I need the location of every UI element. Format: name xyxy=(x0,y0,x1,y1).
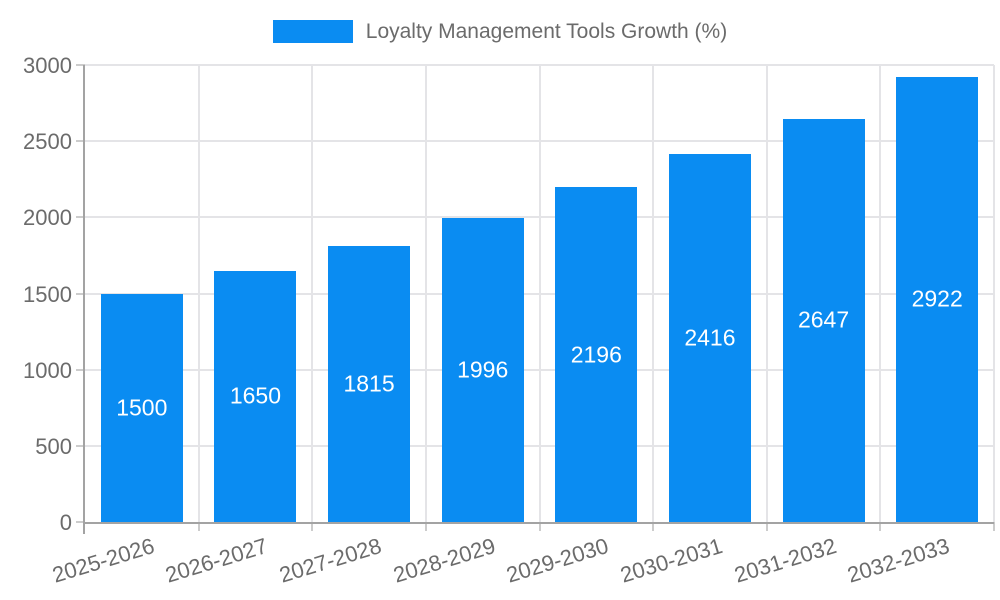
y-tick xyxy=(76,216,85,219)
y-tick xyxy=(76,368,85,371)
x-tick xyxy=(879,522,882,531)
bar[interactable]: 2196 xyxy=(555,187,638,522)
x-gridline xyxy=(993,65,995,522)
x-tick xyxy=(765,522,768,531)
y-tick xyxy=(76,521,85,523)
bar[interactable]: 2416 xyxy=(668,153,751,522)
x-gridline xyxy=(424,65,427,522)
x-gridline xyxy=(538,65,541,522)
bar-value-label: 2416 xyxy=(684,324,736,351)
bar-value-label: 1996 xyxy=(457,356,509,383)
x-gridline xyxy=(311,65,314,522)
x-tick xyxy=(197,522,200,531)
y-tick-label: 1500 xyxy=(23,281,72,307)
x-gridline xyxy=(879,65,882,522)
bar-value-label: 1500 xyxy=(116,394,168,421)
legend-label: Loyalty Management Tools Growth (%) xyxy=(365,20,728,43)
y-tick-label: 0 xyxy=(59,510,72,535)
bar[interactable]: 2922 xyxy=(896,76,979,522)
bar[interactable]: 2647 xyxy=(782,118,865,522)
bar-value-label: 1815 xyxy=(343,370,395,397)
bar[interactable]: 1815 xyxy=(328,245,411,522)
x-tick xyxy=(538,522,541,531)
x-gridline xyxy=(652,65,655,522)
y-tick-label: 1000 xyxy=(23,357,72,383)
y-axis-line xyxy=(83,65,85,534)
y-tick xyxy=(76,140,85,143)
x-tick xyxy=(993,522,995,531)
y-tick-label: 2500 xyxy=(23,129,72,155)
legend-swatch xyxy=(272,20,353,43)
y-tick xyxy=(76,292,85,295)
bar-value-label: 2196 xyxy=(570,341,622,368)
chart-legend[interactable]: Loyalty Management Tools Growth (%) xyxy=(0,20,1000,43)
bar[interactable]: 1500 xyxy=(100,293,183,522)
y-tick-label: 2000 xyxy=(23,205,72,231)
bar-value-label: 1650 xyxy=(229,382,282,409)
x-tick xyxy=(311,522,314,531)
x-axis-line xyxy=(85,522,994,524)
y-tick-label: 500 xyxy=(35,433,72,459)
bar[interactable]: 1996 xyxy=(441,217,524,522)
bar[interactable]: 1650 xyxy=(214,270,297,522)
y-tick xyxy=(76,64,85,66)
bar-value-label: 2647 xyxy=(797,306,850,333)
y-tick-label: 3000 xyxy=(23,53,72,78)
bar-value-label: 2922 xyxy=(911,285,963,312)
x-tick xyxy=(424,522,427,531)
y-tick xyxy=(76,444,85,447)
x-gridline xyxy=(197,65,200,522)
x-gridline xyxy=(765,65,768,522)
x-tick xyxy=(652,522,655,531)
